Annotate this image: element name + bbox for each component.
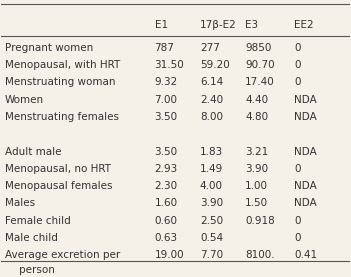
Text: 0: 0 bbox=[294, 216, 300, 226]
Text: 787: 787 bbox=[154, 43, 174, 53]
Text: Adult male: Adult male bbox=[5, 147, 61, 157]
Text: Average excretion per: Average excretion per bbox=[5, 250, 120, 260]
Text: 4.40: 4.40 bbox=[245, 94, 268, 105]
Text: Males: Males bbox=[5, 198, 35, 209]
Text: 2.30: 2.30 bbox=[154, 181, 178, 191]
Text: 6.14: 6.14 bbox=[200, 77, 223, 87]
Text: NDA: NDA bbox=[294, 147, 317, 157]
Text: Menopausal females: Menopausal females bbox=[5, 181, 112, 191]
Text: 17.40: 17.40 bbox=[245, 77, 275, 87]
Text: 0: 0 bbox=[294, 233, 300, 243]
Text: 8100.: 8100. bbox=[245, 250, 275, 260]
Text: 2.50: 2.50 bbox=[200, 216, 223, 226]
Text: Female child: Female child bbox=[5, 216, 71, 226]
Text: 3.90: 3.90 bbox=[200, 198, 223, 209]
Text: 0.54: 0.54 bbox=[200, 233, 223, 243]
Text: 19.00: 19.00 bbox=[154, 250, 184, 260]
Text: 1.49: 1.49 bbox=[200, 164, 223, 174]
Text: Menopausal, no HRT: Menopausal, no HRT bbox=[5, 164, 111, 174]
Text: 1.60: 1.60 bbox=[154, 198, 178, 209]
Text: 4.00: 4.00 bbox=[200, 181, 223, 191]
Text: 31.50: 31.50 bbox=[154, 60, 184, 70]
Text: 1.50: 1.50 bbox=[245, 198, 268, 209]
Text: NDA: NDA bbox=[294, 112, 317, 122]
Text: Menopausal, with HRT: Menopausal, with HRT bbox=[5, 60, 120, 70]
Text: 3.50: 3.50 bbox=[154, 112, 178, 122]
Text: E3: E3 bbox=[245, 20, 258, 30]
Text: 0: 0 bbox=[294, 77, 300, 87]
Text: 1.00: 1.00 bbox=[245, 181, 268, 191]
Text: 7.00: 7.00 bbox=[154, 94, 178, 105]
Text: 1.83: 1.83 bbox=[200, 147, 223, 157]
Text: 8.00: 8.00 bbox=[200, 112, 223, 122]
Text: 4.80: 4.80 bbox=[245, 112, 268, 122]
Text: 0: 0 bbox=[294, 60, 300, 70]
Text: 9850: 9850 bbox=[245, 43, 272, 53]
Text: NDA: NDA bbox=[294, 94, 317, 105]
Text: E1: E1 bbox=[154, 20, 168, 30]
Text: 0: 0 bbox=[294, 43, 300, 53]
Text: NDA: NDA bbox=[294, 198, 317, 209]
Text: Menstruating woman: Menstruating woman bbox=[5, 77, 115, 87]
Text: 0.60: 0.60 bbox=[154, 216, 178, 226]
Text: 59.20: 59.20 bbox=[200, 60, 230, 70]
Text: 3.21: 3.21 bbox=[245, 147, 269, 157]
Text: 90.70: 90.70 bbox=[245, 60, 275, 70]
Text: Pregnant women: Pregnant women bbox=[5, 43, 93, 53]
Text: EE2: EE2 bbox=[294, 20, 313, 30]
Text: 0.918: 0.918 bbox=[245, 216, 275, 226]
Text: person: person bbox=[19, 265, 55, 275]
Text: 0.41: 0.41 bbox=[294, 250, 317, 260]
Text: Menstruating females: Menstruating females bbox=[5, 112, 119, 122]
Text: 9.32: 9.32 bbox=[154, 77, 178, 87]
Text: 0: 0 bbox=[294, 164, 300, 174]
Text: 2.40: 2.40 bbox=[200, 94, 223, 105]
Text: 7.70: 7.70 bbox=[200, 250, 223, 260]
Text: NDA: NDA bbox=[294, 181, 317, 191]
Text: 3.90: 3.90 bbox=[245, 164, 268, 174]
Text: 17β-E2: 17β-E2 bbox=[200, 20, 237, 30]
Text: Male child: Male child bbox=[5, 233, 58, 243]
Text: 277: 277 bbox=[200, 43, 220, 53]
Text: 3.50: 3.50 bbox=[154, 147, 178, 157]
Text: 2.93: 2.93 bbox=[154, 164, 178, 174]
Text: 0.63: 0.63 bbox=[154, 233, 178, 243]
Text: Women: Women bbox=[5, 94, 44, 105]
